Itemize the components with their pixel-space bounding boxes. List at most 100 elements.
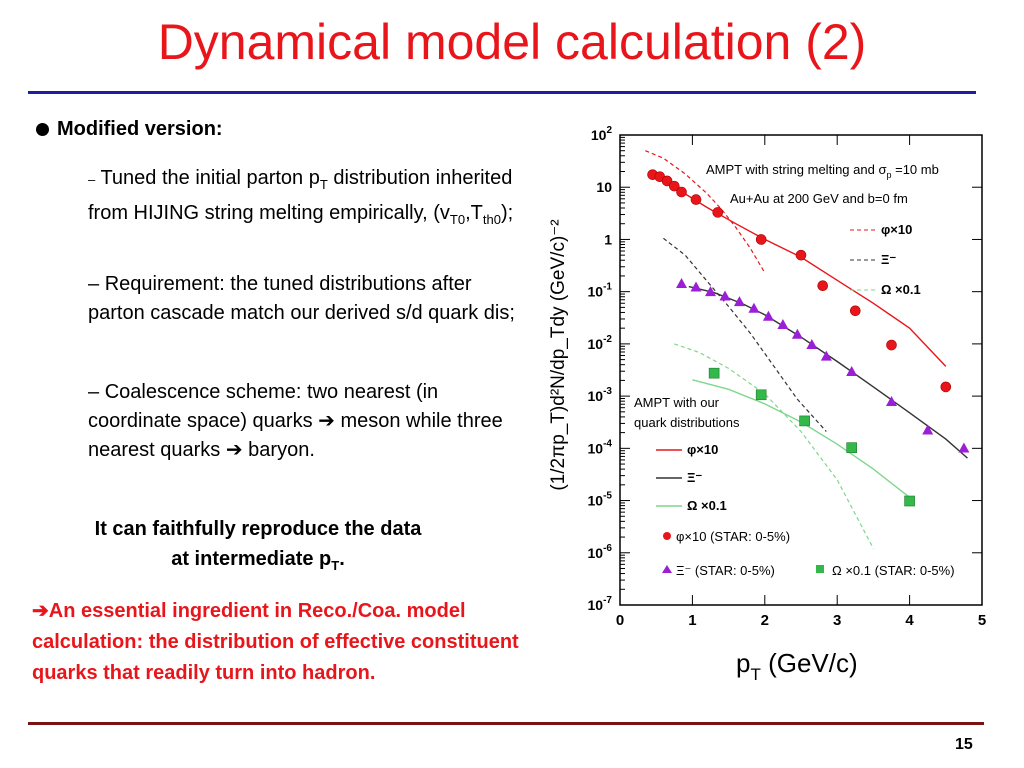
sub3-text-b: meson while three nearest quarks xyxy=(88,410,503,461)
data-point-phi xyxy=(795,249,807,261)
sub1-text-d: ); xyxy=(500,202,514,224)
data-point-xi xyxy=(806,339,818,350)
data-point-omega xyxy=(708,367,720,379)
title-divider xyxy=(28,91,976,94)
sub3-text-a: Coalescence scheme: two nearest (in coor… xyxy=(88,381,439,432)
data-points xyxy=(647,169,970,507)
footer-divider xyxy=(28,722,984,725)
y-tick-exponent: -3 xyxy=(603,386,612,397)
y-tick-exponent: -7 xyxy=(603,595,612,606)
curve-solid xyxy=(692,379,911,498)
sub1-text-b: distribution inherited from HIJING strin… xyxy=(88,167,513,224)
data-point-omega xyxy=(846,442,857,453)
y-tick-exponent: 2 xyxy=(606,125,612,136)
x-tick-label: 5 xyxy=(978,612,986,629)
sub-item-tuning: – Tuned the initial parton pT distributi… xyxy=(88,164,528,234)
conclusion-tail: . xyxy=(339,548,345,570)
data-point-xi xyxy=(922,424,934,435)
page-title: Dynamical model calculation (2) xyxy=(157,14,867,70)
legend-top-label-xi: Ξ⁻ xyxy=(881,252,896,267)
data-point-phi xyxy=(817,280,829,292)
data-point-xi xyxy=(886,396,897,407)
data-point-xi xyxy=(690,281,702,292)
sub1-text-a: Tuned the initial parton p xyxy=(100,167,320,189)
data-point-xi xyxy=(676,278,688,289)
chart-spectra: 0 1 2 3 4 5 102 10 1 10-1 10-2 10-3 10-4 10-5 10-6 10-7… xyxy=(548,125,986,684)
x-tick-label: 3 xyxy=(833,612,841,629)
y-tick-label: 10-6 xyxy=(588,543,613,561)
sub-item-requirement: – Requirement: the tuned distributions a… xyxy=(88,270,528,328)
data-point-xi xyxy=(762,310,774,321)
y-tick-exponent: -4 xyxy=(603,438,612,449)
conclusion-line-2-text: at intermediate p xyxy=(171,548,332,570)
annotation-ampt-quark-2: quark distributions xyxy=(634,415,740,430)
annotation-auau: Au+Au at 200 GeV and b=0 fm xyxy=(730,191,908,206)
data-point-xi xyxy=(791,328,803,339)
data-point-omega xyxy=(904,495,915,507)
reco-text: An essential ingredient in Reco./Coa. mo… xyxy=(32,600,519,684)
annotation-ampt-quark-1: AMPT with our xyxy=(634,395,720,410)
legend-top: φ×10 Ξ⁻ Ω ×0.1 xyxy=(850,222,921,297)
data-point-phi xyxy=(712,207,724,218)
legend-top-label-phi: φ×10 xyxy=(881,222,912,237)
sub1-text-c: ,T xyxy=(465,202,483,224)
x-axis-label-sub: T xyxy=(750,665,760,684)
data-point-phi xyxy=(669,180,680,192)
legend-marker-xi xyxy=(662,565,672,573)
legend-marker-phi xyxy=(663,532,671,540)
y-tick-label: 10-5 xyxy=(588,491,613,509)
arrow-right-icon: ➔ xyxy=(225,439,243,461)
x-tick-label: 0 xyxy=(616,612,624,629)
conclusion-line-1: It can faithfully reproduce the data xyxy=(94,518,422,540)
legend-marker-omega xyxy=(816,565,824,573)
y-tick-label: 10-3 xyxy=(588,386,613,404)
y-tick-exponent: -5 xyxy=(603,491,612,502)
y-tick-exponent: -6 xyxy=(603,543,612,554)
legend-data-label-xi: Ξ⁻ (STAR: 0-5%) xyxy=(676,563,775,578)
data-point-phi xyxy=(661,175,673,187)
data-point-omega xyxy=(799,415,810,427)
data-point-xi xyxy=(958,442,970,453)
sub3-text-c: baryon. xyxy=(242,439,315,461)
arrow-right-icon: ➔ xyxy=(318,410,335,432)
reco-statement: ➔An essential ingredient in Reco./Coa. m… xyxy=(32,596,532,689)
y-tick-label: 10-7 xyxy=(588,595,613,613)
legend-data: φ×10 (STAR: 0-5%) Ξ⁻ (STAR: 0-5%) Ω ×0.1… xyxy=(662,529,955,578)
data-point-phi xyxy=(886,339,897,351)
annotation-ampt-string: AMPT with string melting and σp =10 mb xyxy=(706,162,939,180)
y-tick-label: 10-1 xyxy=(588,282,613,300)
legend-mid-label-xi: Ξ⁻ xyxy=(687,470,702,485)
data-point-phi xyxy=(676,186,687,198)
dash-icon: – xyxy=(88,172,96,187)
sub1-subscript-b: T0 xyxy=(449,212,466,227)
sub1-subscript-c: th0 xyxy=(482,212,501,227)
bullet-text: Modified version: xyxy=(57,118,223,140)
data-point-phi xyxy=(690,194,702,205)
y-tick-label: 1 xyxy=(604,231,612,247)
y-tick-label: 10-2 xyxy=(588,334,613,352)
bullet-item: Modified version: xyxy=(36,118,223,141)
x-axis-label-unit: (GeV/c) xyxy=(761,648,858,678)
data-point-xi xyxy=(777,318,789,329)
plot-frame xyxy=(619,134,983,606)
sub-item-coalescence: – Coalescence scheme: two nearest (in co… xyxy=(88,378,528,465)
y-tick-exponent: -1 xyxy=(603,282,612,293)
data-point-phi xyxy=(849,305,861,317)
arrow-right-icon: ➔ xyxy=(32,600,49,622)
annotation-ampt-string-text: AMPT with string melting and σ xyxy=(706,162,886,177)
y-tick-label: 102 xyxy=(591,125,613,143)
data-point-omega xyxy=(755,389,767,401)
legend-data-label-omega: Ω ×0.1 (STAR: 0-5%) xyxy=(832,563,955,578)
annotation-ampt-string-tail: =10 mb xyxy=(891,162,938,177)
sub2-text: Requirement: the tuned distributions aft… xyxy=(88,273,515,324)
conclusion-subscript: T xyxy=(331,558,340,573)
x-tick-label: 2 xyxy=(761,612,769,629)
page-number: 15 xyxy=(955,736,973,753)
y-tick-label: 10-4 xyxy=(588,438,613,456)
y-tick-label: 10 xyxy=(596,179,612,195)
data-point-xi xyxy=(705,286,716,297)
annotation-sigma-sub: p xyxy=(886,170,891,180)
data-point-xi xyxy=(820,350,832,361)
y-axis-label: (1/2πp_T)d²N/dp_Tdy (GeV/c)⁻² xyxy=(548,219,569,490)
x-axis-label-main: p xyxy=(736,648,750,678)
